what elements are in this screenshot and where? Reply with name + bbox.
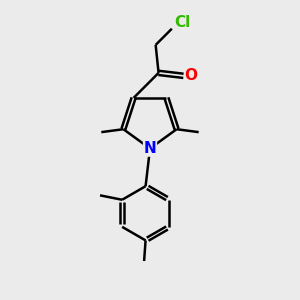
- Text: Cl: Cl: [174, 15, 190, 30]
- Text: N: N: [144, 141, 156, 156]
- Text: O: O: [184, 68, 197, 83]
